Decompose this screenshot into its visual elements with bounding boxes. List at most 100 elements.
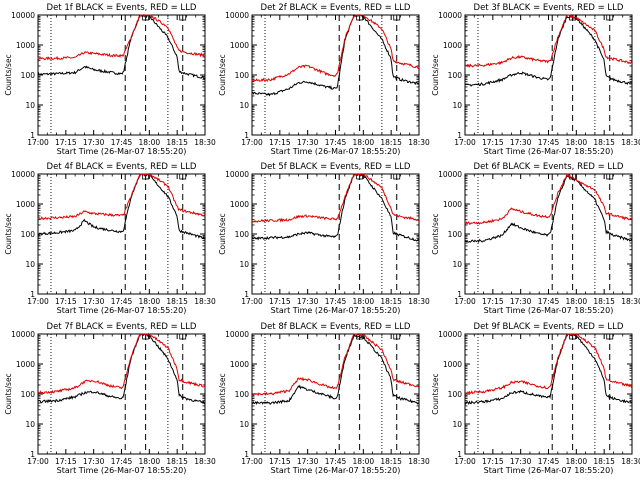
x-tick-label: 17:15 xyxy=(482,297,504,306)
interval-marker-box xyxy=(393,14,401,21)
y-tick-label: 10 xyxy=(239,420,249,429)
y-tick-label: 10000 xyxy=(11,330,35,339)
x-tick-label: 18:30 xyxy=(621,297,640,306)
y-axis-label: Counts/sec xyxy=(4,54,13,95)
y-tick-label: 1 xyxy=(30,450,35,459)
x-tick-label: 17:15 xyxy=(482,457,504,466)
y-tick-label: 1000 xyxy=(443,41,462,50)
x-tick-label: 17:30 xyxy=(83,457,105,466)
plot-frame xyxy=(464,14,633,136)
x-tick-label: 17:45 xyxy=(538,297,560,306)
y-tick-label: 1000 xyxy=(230,200,249,209)
x-tick-label: 18:15 xyxy=(166,457,188,466)
x-tick-label: 17:00 xyxy=(241,457,263,466)
y-tick-label: 1000 xyxy=(16,200,35,209)
y-tick-label: 100 xyxy=(235,230,250,239)
y-tick-label: 10000 xyxy=(438,330,462,339)
y-tick-label: 10000 xyxy=(438,170,462,179)
y-tick-label: 10 xyxy=(452,420,462,429)
x-tick-label: 17:00 xyxy=(454,138,476,147)
y-tick-label: 1000 xyxy=(443,200,462,209)
x-tick-label: 17:15 xyxy=(55,138,77,147)
chart-panel-5: Det 5f BLACK = Events, RED = LLD 1 10 100 10… xyxy=(218,162,430,315)
y-tick-label: 100 xyxy=(235,390,250,399)
x-tick-label: 17:15 xyxy=(55,297,77,306)
x-tick-label: 17:00 xyxy=(27,457,49,466)
y-axis-label: Counts/sec xyxy=(431,373,440,414)
x-tick-label: 18:15 xyxy=(380,138,402,147)
x-axis-label: Start Time (26-Mar-07 18:55:20) xyxy=(271,147,401,156)
y-tick-label: 1 xyxy=(244,290,249,299)
y-tick-label: 100 xyxy=(448,390,463,399)
y-tick-label: 10 xyxy=(239,101,249,110)
x-axis-label: Start Time (26-Mar-07 18:55:20) xyxy=(271,306,401,315)
x-tick-label: 18:00 xyxy=(566,138,588,147)
interval-marker-box xyxy=(179,14,187,21)
x-tick-label: 18:00 xyxy=(566,297,588,306)
x-tick-label: 17:30 xyxy=(297,138,319,147)
interval-marker-box xyxy=(606,333,614,340)
x-tick-label: 17:45 xyxy=(325,297,347,306)
y-axis-label: Counts/sec xyxy=(4,213,13,254)
chart-title: Det 2f BLACK = Events, RED = LLD xyxy=(261,3,411,13)
lld-series-line xyxy=(464,333,633,395)
x-tick-label: 18:00 xyxy=(353,138,375,147)
y-tick-label: 10000 xyxy=(225,330,249,339)
x-tick-label: 18:00 xyxy=(139,457,161,466)
lld-series-line xyxy=(37,172,206,221)
events-series-line xyxy=(464,174,633,244)
y-tick-label: 10000 xyxy=(438,11,462,20)
y-tick-label: 1000 xyxy=(16,41,35,50)
y-tick-label: 100 xyxy=(448,71,463,80)
x-axis-label: Start Time (26-Mar-07 18:55:20) xyxy=(57,306,187,315)
plot-frame xyxy=(251,333,420,455)
x-tick-label: 17:00 xyxy=(454,297,476,306)
events-series-line xyxy=(251,333,420,405)
x-tick-label: 17:00 xyxy=(27,297,49,306)
chart-title: Det 1f BLACK = Events, RED = LLD xyxy=(47,3,197,13)
y-axis-label: Counts/sec xyxy=(218,373,227,414)
x-tick-label: 18:15 xyxy=(166,138,188,147)
y-tick-label: 10000 xyxy=(225,170,249,179)
events-series-line xyxy=(251,173,420,242)
events-series-line xyxy=(251,14,420,97)
x-tick-label: 17:45 xyxy=(325,138,347,147)
y-axis-label: Counts/sec xyxy=(218,54,227,95)
chart-panel-3: Det 3f BLACK = Events, RED = LLD 1 10 100 10… xyxy=(431,3,640,156)
events-series-line xyxy=(37,13,205,80)
x-tick-label: 17:30 xyxy=(297,297,319,306)
chart-title: Det 9f BLACK = Events, RED = LLD xyxy=(474,322,624,332)
x-tick-label: 17:30 xyxy=(510,297,532,306)
plot-frame xyxy=(37,14,206,136)
x-tick-label: 18:15 xyxy=(593,457,615,466)
y-tick-label: 1 xyxy=(30,131,35,140)
x-tick-label: 17:15 xyxy=(269,138,291,147)
x-tick-label: 17:15 xyxy=(55,457,77,466)
y-axis-label: Counts/sec xyxy=(431,54,440,95)
x-axis-label: Start Time (26-Mar-07 18:55:20) xyxy=(57,147,187,156)
lld-series-line xyxy=(464,173,633,225)
x-axis-label: Start Time (26-Mar-07 18:55:20) xyxy=(484,306,614,315)
interval-marker-box xyxy=(393,173,401,180)
interval-marker-box xyxy=(179,333,187,340)
y-tick-label: 100 xyxy=(448,230,463,239)
plot-frame xyxy=(37,173,206,295)
y-tick-label: 1000 xyxy=(16,360,35,369)
lld-series-line xyxy=(37,14,206,61)
x-tick-label: 18:30 xyxy=(408,138,430,147)
x-tick-label: 17:00 xyxy=(27,138,49,147)
y-tick-label: 1 xyxy=(457,450,462,459)
chart-panel-9: Det 9f BLACK = Events, RED = LLD 1 10 100 10… xyxy=(431,322,640,475)
x-tick-label: 17:30 xyxy=(83,138,105,147)
y-tick-label: 10000 xyxy=(11,170,35,179)
events-series-line xyxy=(37,332,206,405)
y-tick-label: 100 xyxy=(235,71,250,80)
x-tick-label: 17:45 xyxy=(111,138,133,147)
chart-title: Det 8f BLACK = Events, RED = LLD xyxy=(261,322,411,332)
x-tick-label: 17:45 xyxy=(111,297,133,306)
x-tick-label: 17:45 xyxy=(325,457,347,466)
chart-panel-6: Det 6f BLACK = Events, RED = LLD 1 10 100 10… xyxy=(431,162,640,315)
interval-marker-box xyxy=(393,333,401,340)
lld-series-line xyxy=(251,333,420,397)
